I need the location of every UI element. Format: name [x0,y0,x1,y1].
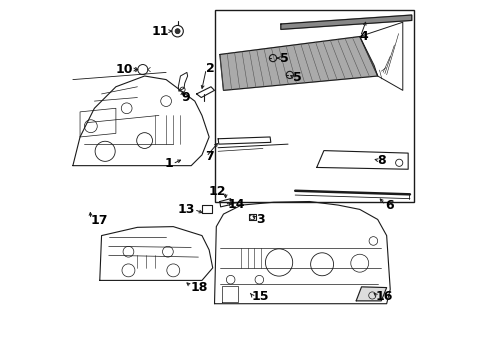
Circle shape [175,29,180,34]
Text: 5: 5 [294,71,302,84]
Text: 3: 3 [256,213,265,226]
Bar [215,10,414,202]
Polygon shape [356,287,387,301]
Text: 6: 6 [385,199,393,212]
Text: 15: 15 [251,290,269,303]
Text: 12: 12 [209,185,226,198]
Text: 1: 1 [165,157,173,170]
Text: 16: 16 [376,290,393,303]
Polygon shape [281,15,412,30]
Text: 18: 18 [191,281,208,294]
Text: 11: 11 [151,25,169,38]
Text: 10: 10 [116,63,133,76]
Text: 14: 14 [228,198,245,211]
Text: 17: 17 [90,214,108,227]
Text: 5: 5 [280,51,289,64]
Polygon shape [220,37,378,90]
Text: 2: 2 [205,62,214,75]
Text: 7: 7 [205,150,214,163]
Text: 4: 4 [360,30,368,43]
Text: 9: 9 [181,91,190,104]
Text: 8: 8 [378,154,386,167]
Text: 13: 13 [177,203,195,216]
